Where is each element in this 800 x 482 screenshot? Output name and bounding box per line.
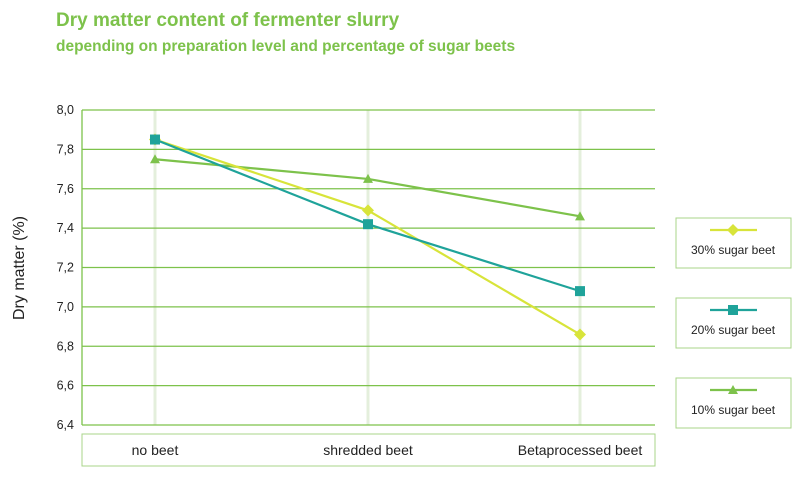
legend-marker bbox=[728, 385, 738, 394]
category-axis-box bbox=[81, 433, 656, 467]
y-tick-label: 7,6 bbox=[57, 182, 74, 196]
legend-label: 10% sugar beet bbox=[691, 403, 776, 417]
data-point-square bbox=[575, 286, 585, 297]
y-tick-label: 7,0 bbox=[57, 300, 74, 314]
y-tick-label: 6,8 bbox=[57, 339, 74, 353]
y-tick-label: 6,6 bbox=[57, 379, 74, 393]
data-point-diamond bbox=[574, 328, 586, 341]
y-tick-label: 7,4 bbox=[57, 221, 74, 235]
legend-marker bbox=[727, 224, 739, 236]
data-point-triangle bbox=[363, 173, 373, 183]
y-tick-label: 7,8 bbox=[57, 142, 74, 156]
x-tick-label: shredded beet bbox=[323, 442, 413, 458]
legend-label: 20% sugar beet bbox=[691, 323, 776, 337]
y-tick-label: 8,0 bbox=[57, 103, 74, 117]
data-point-square bbox=[150, 134, 160, 145]
data-point-triangle bbox=[150, 154, 160, 164]
chart-title: Dry matter content of fermenter slurry bbox=[56, 10, 400, 31]
y-tick-label: 7,2 bbox=[57, 261, 74, 275]
legend-marker bbox=[728, 305, 738, 315]
x-tick-label: Betaprocessed beet bbox=[518, 442, 643, 458]
y-tick-label: 6,4 bbox=[57, 418, 74, 432]
y-axis-label: Dry matter (%) bbox=[11, 216, 28, 320]
data-point-diamond bbox=[362, 204, 374, 217]
legend-label: 30% sugar beet bbox=[691, 243, 776, 257]
x-tick-label: no beet bbox=[132, 442, 179, 458]
data-point-square bbox=[363, 219, 373, 230]
data-point-triangle bbox=[575, 211, 585, 221]
chart-subtitle: depending on preparation level and perce… bbox=[56, 38, 516, 55]
